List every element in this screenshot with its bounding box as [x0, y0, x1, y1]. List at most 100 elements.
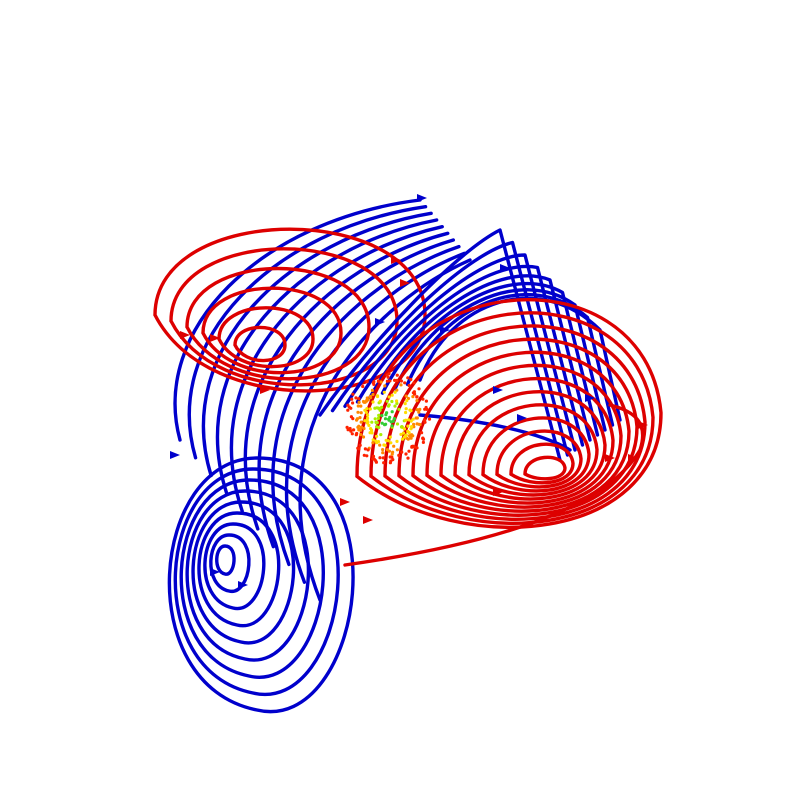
blue-field-line — [229, 224, 444, 513]
source-dot — [417, 422, 421, 426]
source-dot — [380, 421, 384, 425]
source-dot — [381, 456, 385, 460]
source-dot — [402, 427, 407, 431]
red-field-line — [453, 389, 607, 501]
red-field-line — [425, 363, 623, 509]
source-dot — [391, 450, 395, 454]
source-core — [345, 372, 432, 465]
blue-field-line — [209, 533, 251, 593]
source-dot — [411, 417, 415, 421]
source-dot — [364, 410, 368, 414]
blue-field-line — [191, 500, 296, 645]
source-dot — [417, 387, 421, 391]
source-dot — [346, 403, 350, 407]
source-dot — [378, 399, 382, 403]
source-dot — [390, 424, 394, 428]
source-dot — [348, 426, 352, 431]
blue-field-line — [284, 251, 467, 584]
source-dot — [425, 407, 429, 411]
direction-arrow — [238, 581, 248, 589]
source-dot — [404, 394, 408, 398]
source-dot — [370, 420, 374, 424]
source-dot — [395, 448, 399, 452]
source-dot — [359, 404, 363, 408]
source-dot — [395, 422, 400, 426]
red-field-lines-right — [343, 298, 663, 567]
red-field-line — [397, 337, 639, 517]
blue-field-line — [215, 218, 439, 496]
red-field-line — [509, 442, 575, 485]
red-field-line — [481, 416, 591, 493]
source-dot — [424, 399, 428, 403]
source-dot — [399, 383, 403, 387]
red-field-line — [217, 306, 315, 369]
source-dot — [359, 411, 363, 415]
red-field-line — [523, 455, 567, 481]
direction-arrow — [170, 451, 180, 459]
red-field-line — [153, 227, 427, 393]
blue-field-line — [393, 288, 607, 432]
direction-arrow — [440, 326, 450, 334]
source-dot — [385, 411, 389, 415]
direction-arrow — [493, 386, 503, 394]
red-field-line — [439, 376, 615, 505]
source-dot — [379, 380, 383, 384]
source-dot — [410, 425, 414, 429]
source-dot — [378, 408, 382, 412]
direction-arrow — [605, 454, 615, 462]
source-dot — [412, 381, 416, 385]
source-dot — [356, 404, 360, 408]
source-dot — [365, 380, 369, 384]
source-dot — [411, 391, 415, 395]
source-dot — [385, 448, 389, 452]
blue-field-line — [187, 204, 428, 460]
blue-field-line — [203, 522, 266, 611]
red-field-line — [495, 429, 583, 489]
source-dot — [406, 376, 410, 380]
source-dot — [415, 395, 419, 399]
source-dot — [351, 392, 355, 396]
source-dot — [358, 416, 362, 420]
source-dot — [371, 457, 375, 461]
source-dot — [388, 415, 392, 419]
source-dot — [355, 417, 359, 421]
source-dot — [390, 410, 394, 414]
source-dot — [378, 456, 382, 460]
source-dot — [389, 420, 393, 424]
source-dot — [376, 379, 380, 383]
blue-field-line — [380, 281, 600, 437]
blue-field-line — [167, 456, 355, 714]
red-field-line — [233, 325, 287, 363]
source-dot — [414, 416, 418, 420]
source-dot — [407, 418, 411, 422]
source-dot — [412, 422, 416, 426]
source-dot — [379, 433, 383, 437]
source-dot — [358, 443, 362, 447]
source-dot — [388, 379, 392, 383]
source-dot — [390, 393, 394, 397]
source-dot — [375, 406, 379, 410]
blue-field-line — [173, 467, 340, 697]
source-dot — [404, 433, 408, 437]
source-dot — [382, 390, 386, 394]
blue-field-lines-lower-left — [167, 456, 355, 714]
source-dot — [392, 444, 396, 448]
direction-arrow — [417, 194, 427, 202]
red-field-line — [201, 286, 343, 375]
red-field-line — [369, 311, 655, 525]
source-dot — [407, 383, 411, 388]
source-dot — [378, 443, 382, 447]
source-dot — [383, 423, 387, 427]
direction-arrow — [340, 498, 350, 506]
blue-field-line — [355, 264, 585, 447]
blue-field-line — [201, 211, 433, 478]
source-dot — [386, 439, 390, 443]
source-dot — [403, 381, 407, 385]
source-dot — [382, 461, 386, 465]
blue-field-line — [173, 198, 422, 442]
source-dot — [381, 448, 385, 452]
source-dot — [374, 421, 379, 425]
direction-arrow — [628, 454, 638, 462]
source-dot — [415, 399, 419, 403]
